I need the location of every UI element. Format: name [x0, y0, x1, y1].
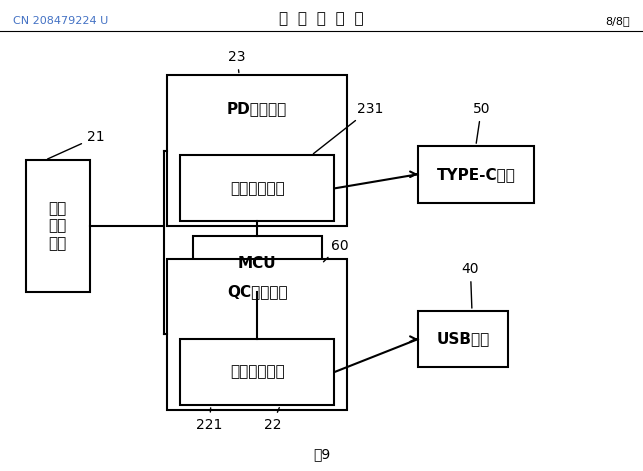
Text: USB接口: USB接口 [437, 332, 489, 347]
Text: 231: 231 [313, 102, 383, 154]
Text: MCU: MCU [238, 256, 276, 271]
FancyBboxPatch shape [26, 160, 90, 292]
Text: TYPE-C接口: TYPE-C接口 [437, 167, 515, 182]
Text: QC快充模块: QC快充模块 [227, 284, 287, 300]
FancyBboxPatch shape [418, 311, 508, 367]
Text: 40: 40 [462, 262, 479, 308]
Text: 开关
电源
模块: 开关 电源 模块 [49, 201, 67, 251]
Text: 第一监控电路: 第一监控电路 [230, 365, 285, 380]
Text: CN 208479224 U: CN 208479224 U [13, 16, 108, 26]
Text: PD快充模块: PD快充模块 [227, 101, 287, 116]
FancyBboxPatch shape [418, 146, 534, 203]
Text: 50: 50 [473, 102, 490, 143]
Text: 22: 22 [264, 407, 281, 431]
Text: 21: 21 [48, 130, 104, 159]
Text: 图9: 图9 [313, 447, 330, 462]
Text: 60: 60 [323, 239, 349, 262]
FancyBboxPatch shape [167, 259, 347, 410]
FancyBboxPatch shape [167, 75, 347, 226]
Text: 说  明  书  附  图: 说 明 书 附 图 [279, 11, 364, 26]
Text: 第二监控电路: 第二监控电路 [230, 181, 285, 196]
Text: 221: 221 [196, 408, 222, 431]
FancyBboxPatch shape [193, 236, 322, 292]
FancyBboxPatch shape [180, 339, 334, 405]
FancyBboxPatch shape [180, 155, 334, 221]
Text: 8/8页: 8/8页 [606, 16, 630, 26]
Text: 23: 23 [228, 50, 246, 73]
